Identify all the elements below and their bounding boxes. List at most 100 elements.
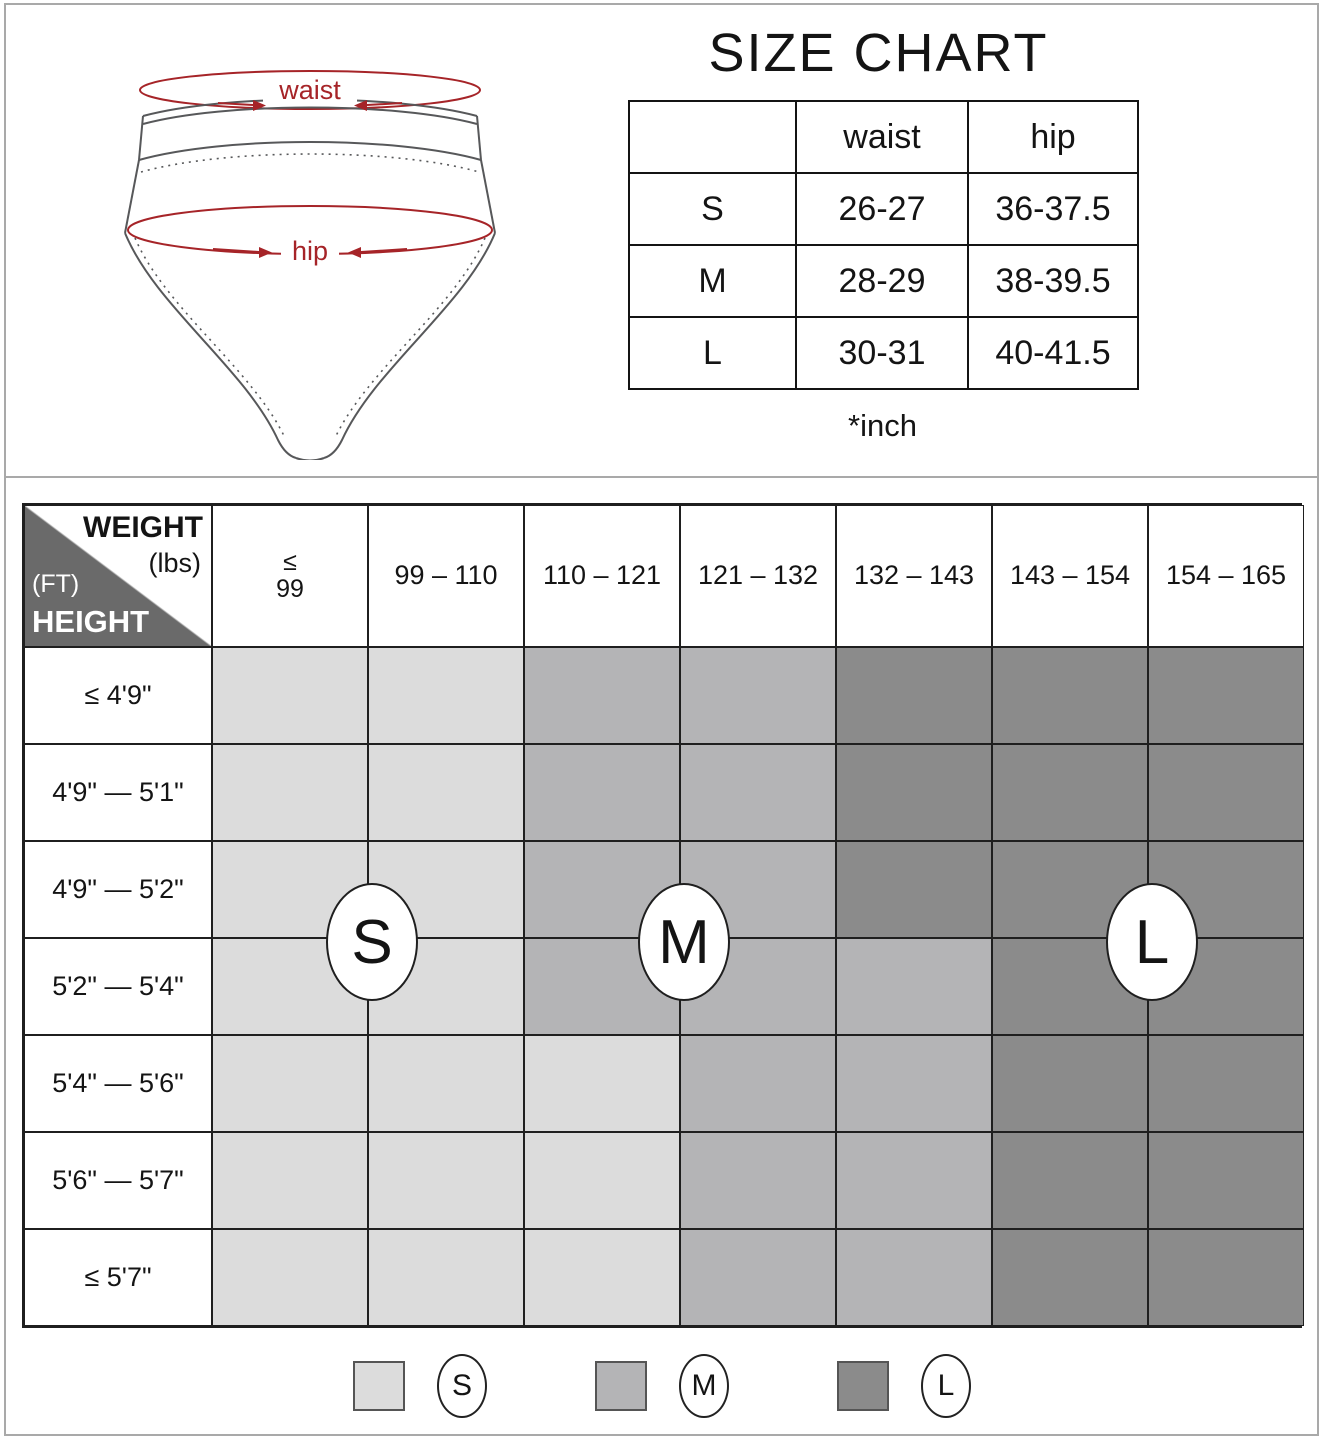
waist-arrows-icon — [217, 100, 403, 111]
grid-cell-size-s — [212, 1035, 368, 1132]
grid-cell-size-l — [992, 744, 1148, 841]
weight-axis-unit: (lbs) — [148, 548, 202, 578]
grid-cell-size-m — [680, 744, 836, 841]
height-weight-grid: WEIGHT (lbs) (FT) HEIGHT ≤ 99 99 – 110 110… — [22, 503, 1304, 1328]
grid-cell-size-l — [992, 1035, 1148, 1132]
height-row-label: 5'2" — 5'4" — [24, 938, 212, 1035]
height-row-label: 4'9" — 5'2" — [24, 841, 212, 938]
section-divider — [4, 476, 1319, 478]
height-row-label: 4'9" — 5'1" — [24, 744, 212, 841]
legend-item-l: L — [837, 1354, 971, 1418]
hip-column-header: hip — [967, 100, 1139, 174]
table-header-row: waist hip — [628, 100, 1139, 174]
grid-cell-size-s — [368, 1229, 524, 1326]
legend-swatch-s — [353, 1361, 405, 1411]
grid-cell-size-m — [680, 647, 836, 744]
table-row: S 26-27 36-37.5 — [628, 172, 1139, 246]
grid-cell-size-m — [836, 1035, 992, 1132]
size-cell: L — [628, 316, 797, 390]
size-cell: S — [628, 172, 797, 246]
waist-label-backing — [263, 74, 357, 106]
height-axis-unit: (FT) — [32, 570, 80, 598]
unit-note: *inch — [848, 408, 917, 443]
size-marker-s: S — [326, 883, 418, 1001]
weight-col-header: 154 – 165 — [1148, 505, 1304, 647]
weight-col-header: 121 – 132 — [680, 505, 836, 647]
grid-cell-size-s — [524, 1229, 680, 1326]
grid-cell-size-s — [212, 1229, 368, 1326]
legend-swatch-m — [595, 1361, 647, 1411]
grid-cell-size-l — [836, 647, 992, 744]
weight-col-header: ≤ 99 — [212, 505, 368, 647]
table-row: L 30-31 40-41.5 — [628, 316, 1139, 390]
briefs-outline — [124, 98, 496, 462]
grid-cell-size-l — [992, 647, 1148, 744]
hip-arrows-icon — [212, 247, 408, 258]
weight-col-header: 110 – 121 — [524, 505, 680, 647]
grid-cell-size-m — [680, 1229, 836, 1326]
grid-cell-size-s — [368, 1035, 524, 1132]
height-weight-section: WEIGHT (lbs) (FT) HEIGHT ≤ 99 99 – 110 110… — [22, 503, 1304, 1328]
grid-cell-size-m — [836, 1229, 992, 1326]
underwear-illustration: waist hip — [115, 58, 505, 462]
size-marker-l: L — [1106, 883, 1198, 1001]
weight-col-header: 132 – 143 — [836, 505, 992, 647]
grid-cell-size-s — [524, 1132, 680, 1229]
grid-cell-size-m — [524, 647, 680, 744]
height-row-label: ≤ 5'7" — [24, 1229, 212, 1326]
legend-swatch-l — [837, 1361, 889, 1411]
grid-cell-size-s — [368, 744, 524, 841]
legend-item-m: M — [595, 1354, 729, 1418]
height-row-label: 5'4" — 5'6" — [24, 1035, 212, 1132]
page-title: SIZE CHART — [708, 23, 1049, 83]
hip-cell: 38-39.5 — [967, 244, 1139, 318]
size-marker-m: M — [638, 883, 730, 1001]
grid-cell-size-m — [680, 1132, 836, 1229]
waist-column-header: waist — [795, 100, 969, 174]
height-axis-label: HEIGHT — [32, 604, 150, 639]
weight-col-header: 99 – 110 — [368, 505, 524, 647]
grid-cell-size-s — [212, 647, 368, 744]
waist-cell: 26-27 — [795, 172, 969, 246]
hip-label: hip — [292, 236, 328, 266]
legend-item-s: S — [353, 1354, 487, 1418]
size-cell: M — [628, 244, 797, 318]
grid-cell-size-s — [212, 1132, 368, 1229]
grid-cell-size-m — [836, 938, 992, 1035]
height-row-label: 5'6" — 5'7" — [24, 1132, 212, 1229]
height-row-label: ≤ 4'9" — [24, 647, 212, 744]
corner-empty-cell — [628, 100, 797, 174]
grid-cell-size-s — [212, 744, 368, 841]
grid-cell-size-l — [1148, 1132, 1304, 1229]
grid-cell-size-l — [992, 1132, 1148, 1229]
weight-col-header: 143 – 154 — [992, 505, 1148, 647]
grid-cell-size-m — [836, 1132, 992, 1229]
hip-cell: 40-41.5 — [967, 316, 1139, 390]
legend-bubble-s: S — [437, 1354, 487, 1418]
waist-cell: 30-31 — [795, 316, 969, 390]
grid-corner-cell: WEIGHT (lbs) (FT) HEIGHT — [24, 505, 212, 647]
grid-cell-size-s — [368, 1132, 524, 1229]
hip-label-backing — [281, 236, 339, 266]
grid-cell-size-l — [836, 841, 992, 938]
grid-cell-size-l — [992, 1229, 1148, 1326]
measurement-table: waist hip S 26-27 36-37.5 M 28-29 38-39.… — [628, 100, 1139, 390]
grid-cell-size-l — [1148, 744, 1304, 841]
legend-bubble-m: M — [679, 1354, 729, 1418]
size-legend: S M L — [22, 1350, 1302, 1422]
grid-cell-size-s — [368, 647, 524, 744]
briefs-drawing-icon: waist hip — [124, 70, 496, 462]
grid-cell-size-l — [1148, 1229, 1304, 1326]
grid-cell-size-l — [1148, 647, 1304, 744]
legend-bubble-l: L — [921, 1354, 971, 1418]
hip-cell: 36-37.5 — [967, 172, 1139, 246]
grid-cell-size-l — [836, 744, 992, 841]
waist-cell: 28-29 — [795, 244, 969, 318]
grid-cell-size-s — [524, 1035, 680, 1132]
table-row: M 28-29 38-39.5 — [628, 244, 1139, 318]
grid-cell-size-l — [1148, 1035, 1304, 1132]
weight-axis-label: WEIGHT — [83, 511, 203, 544]
waist-measure-ellipse — [139, 70, 481, 110]
waist-label: waist — [278, 75, 341, 105]
